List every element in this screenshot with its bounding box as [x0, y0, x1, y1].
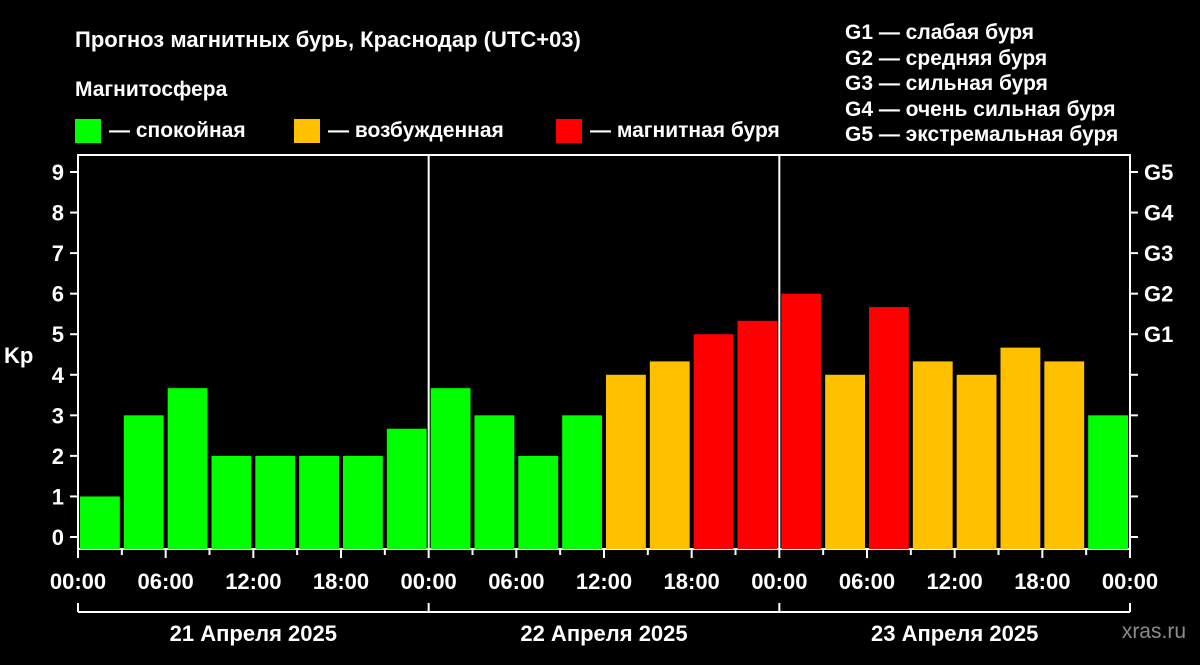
- legend-label-active: — возбужденная: [328, 119, 504, 142]
- legend-item-storm: — магнитная буря: [556, 118, 780, 144]
- right-tick-label-G1: G1: [1144, 322, 1173, 347]
- legend-label-storm: — магнитная буря: [590, 119, 780, 142]
- legend-item-quiet: — спокойная: [75, 118, 246, 144]
- x-tick-label-9: 06:00: [839, 569, 895, 594]
- y-tick-label-9: 9: [52, 160, 64, 185]
- legend-swatch-quiet: [75, 119, 101, 143]
- kp-bar-9: [474, 415, 515, 549]
- g-legend-g1: G1 — слабая буря: [845, 21, 1035, 44]
- kp-bar-18: [869, 307, 909, 549]
- y-tick-label-2: 2: [52, 444, 64, 469]
- x-tick-label-0: 00:00: [50, 569, 106, 594]
- kp-bar-20: [956, 374, 997, 549]
- y-tick-label-1: 1: [52, 484, 64, 509]
- chart-title: Прогноз магнитных бурь, Краснодар (UTC+0…: [75, 27, 581, 52]
- kp-bar-1: [123, 415, 164, 549]
- kp-bar-8: [430, 388, 471, 549]
- g-legend-g4: G4 — очень сильная буря: [845, 97, 1116, 121]
- x-tick-label-6: 12:00: [576, 569, 632, 594]
- y-tick-label-8: 8: [52, 201, 64, 226]
- legend-swatch-active: [294, 119, 320, 143]
- right-tick-label-G2: G2: [1144, 282, 1173, 307]
- kp-bar-0: [80, 496, 120, 549]
- kp-bar-12: [606, 374, 646, 549]
- kp-bar-15: [737, 320, 778, 549]
- kp-bar-11: [562, 415, 602, 549]
- x-tick-label-12: 00:00: [1102, 569, 1158, 594]
- g-legend-g3: G3 — сильная буря: [845, 72, 1048, 95]
- kp-bar-3: [211, 455, 252, 549]
- legend-label-quiet: — спокойная: [109, 119, 246, 142]
- storm-level-legend: G1 — слабая буря G2 — средняя буря G3 — …: [845, 20, 1118, 148]
- kp-bar-13: [649, 361, 690, 549]
- right-tick-label-G5: G5: [1144, 160, 1173, 185]
- x-tick-label-4: 00:00: [401, 569, 457, 594]
- kp-bar-16: [781, 293, 822, 549]
- kp-bar-4: [255, 455, 296, 549]
- legend-heading: Магнитосфера: [75, 78, 228, 101]
- g-legend-g5: G5 — экстремальная буря: [845, 123, 1119, 146]
- kp-bar-21: [1000, 347, 1041, 549]
- x-tick-label-3: 18:00: [313, 569, 369, 594]
- x-tick-label-8: 00:00: [751, 569, 807, 594]
- y-tick-label-6: 6: [52, 282, 64, 307]
- kp-bar-2: [167, 388, 208, 549]
- y-tick-label-0: 0: [52, 525, 64, 550]
- y-tick-label-7: 7: [52, 241, 64, 266]
- day-label-0: 21 Апреля 2025: [170, 621, 337, 646]
- legend-item-active: — возбужденная: [294, 118, 504, 144]
- kp-bar-5: [299, 455, 339, 549]
- kp-bar-17: [825, 374, 865, 549]
- x-tick-label-1: 06:00: [138, 569, 194, 594]
- kp-bar-7: [386, 428, 427, 549]
- legend-swatch-storm: [556, 119, 582, 143]
- y-tick-label-4: 4: [52, 363, 65, 388]
- right-tick-label-G3: G3: [1144, 241, 1173, 266]
- kp-bar-14: [693, 334, 734, 549]
- x-tick-label-7: 18:00: [664, 569, 720, 594]
- y-tick-label-5: 5: [52, 322, 64, 347]
- g-legend-g2: G2 — средняя буря: [845, 46, 1048, 70]
- x-tick-label-10: 12:00: [927, 569, 983, 594]
- day-label-2: 23 Апреля 2025: [871, 621, 1038, 646]
- day-label-1: 22 Апреля 2025: [520, 621, 687, 646]
- watermark: xras.ru: [1121, 620, 1186, 643]
- x-tick-label-5: 06:00: [488, 569, 544, 594]
- kp-bar-10: [518, 455, 559, 549]
- kp-bar-22: [1044, 361, 1085, 549]
- y-axis-label: Kp: [4, 343, 33, 368]
- x-tick-label-11: 18:00: [1014, 569, 1070, 594]
- kp-bar-6: [343, 455, 383, 549]
- kp-bar-19: [912, 361, 953, 549]
- y-tick-label-3: 3: [52, 403, 64, 428]
- right-tick-label-G4: G4: [1144, 201, 1174, 226]
- kp-bar-23: [1088, 415, 1128, 549]
- x-tick-label-2: 12:00: [225, 569, 281, 594]
